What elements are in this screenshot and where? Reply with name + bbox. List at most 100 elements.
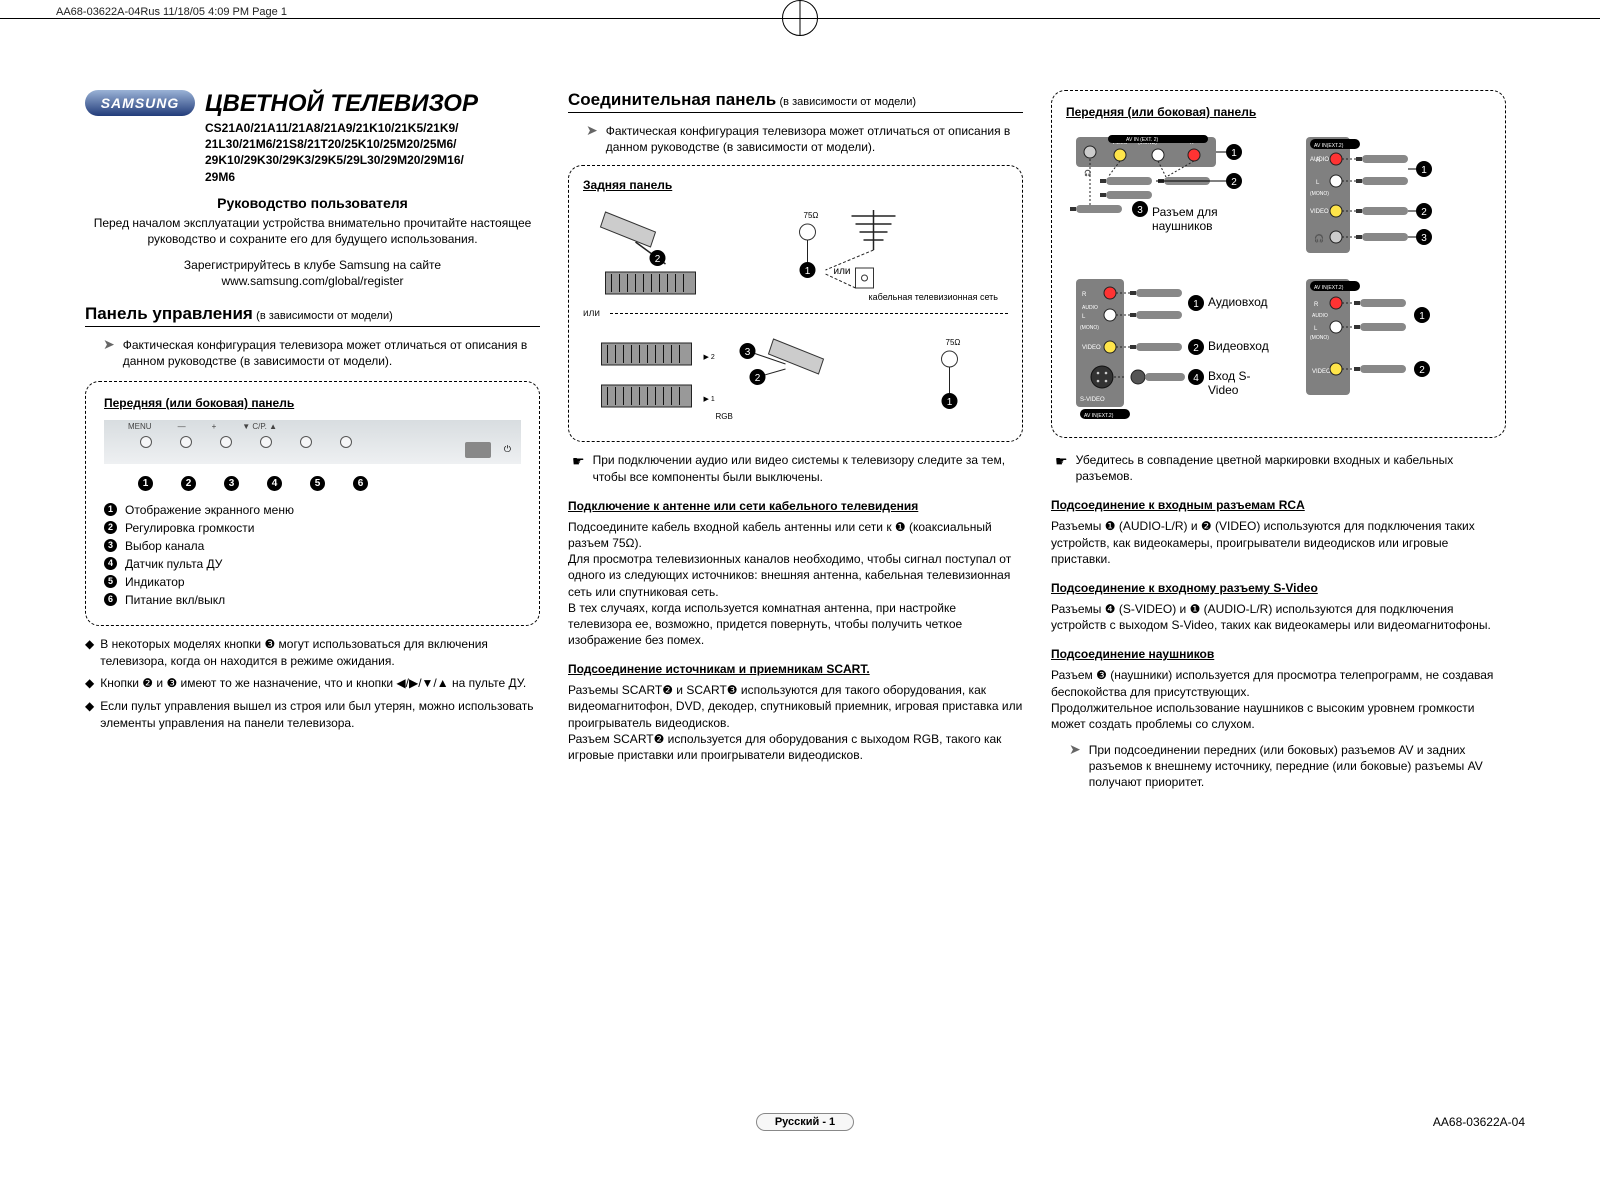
svg-text:▶ 1: ▶ 1 [704, 396, 715, 403]
svg-text:3: 3 [1137, 205, 1143, 216]
headphone-text: Разъем ❸ (наушники) используется для про… [1051, 667, 1506, 732]
button-icon [220, 436, 232, 448]
rca-text: Разъемы ❶ (AUDIO-L/R) и ❷ (VIDEO) исполь… [1051, 518, 1506, 567]
svg-text:1: 1 [1421, 165, 1427, 176]
antenna-heading: Подключение к антенне или сети кабельног… [568, 499, 1023, 513]
rear-panel-box: Задняя панель 2 75Ω [568, 165, 1023, 442]
front-panel-box: Передняя (или боковая) панель MENU — + ▼… [85, 381, 540, 626]
power-icon: ⏻ [504, 444, 511, 455]
legend-num-6: 6 [104, 593, 117, 606]
svg-text:1: 1 [805, 266, 811, 277]
svg-text:75Ω: 75Ω [946, 338, 961, 347]
legend-text-3: Выбор канала [125, 539, 204, 553]
diamond-bullet-icon: ◆ [85, 636, 94, 670]
or-divider: или [583, 308, 1008, 319]
button-icon [260, 436, 272, 448]
rca-heading: Подсоединение к входным разъемам RCA [1051, 498, 1506, 512]
audio-in-label: Аудиовход [1208, 295, 1268, 309]
triangle-arrow-icon: ➤ [103, 337, 115, 369]
headphone-label: Разъем для наушников [1152, 205, 1266, 234]
front-panel-heading: Передняя (или боковая) панель [104, 396, 521, 410]
button-icon [180, 436, 192, 448]
svg-text:VIDEO: VIDEO [1082, 345, 1101, 351]
svg-text:AV IN (EXT. 2): AV IN (EXT. 2) [1126, 137, 1158, 143]
column-2: Соединительная панель (в зависимости от … [568, 90, 1023, 791]
legend-num-1: 1 [104, 503, 117, 516]
samsung-logo: SAMSUNG [85, 90, 195, 116]
callout-1: 1 [138, 476, 153, 491]
button-icon [300, 436, 312, 448]
svg-text:R: R [1316, 158, 1321, 164]
callout-4: 4 [267, 476, 282, 491]
legend-text-2: Регулировка громкости [125, 521, 254, 535]
section-title: Соединительная панель [568, 90, 776, 109]
svg-text:AUDIO: AUDIO [1312, 313, 1328, 319]
svg-text:R: R [1314, 302, 1319, 308]
config-note: ➤ Фактическая конфигурация телевизора мо… [85, 337, 540, 369]
conn-variant-a: 🎧 VIDEO (MONO) L AUDIO R AV IN (EXT. 2) [1066, 129, 1266, 259]
section-title: Панель управления [85, 304, 253, 323]
callout-3: 3 [224, 476, 239, 491]
conn-variant-d: AV IN(EXT.2) R AUDIO L (MONO) VIDEO [1296, 273, 1496, 423]
svg-text:(MONO): (MONO) [1310, 191, 1329, 197]
intro-text: Перед началом эксплуатации устройства вн… [85, 215, 540, 247]
svg-text:2: 2 [755, 373, 761, 384]
legend-text-6: Питание вкл/выкл [125, 593, 225, 607]
print-header: AA68-03622A-04Rus 11/18/05 4:09 PM Page … [56, 6, 287, 18]
svg-text:AV IN(EXT.2): AV IN(EXT.2) [1314, 143, 1344, 149]
conn-variant-b: AV IN(EXT.2) AUDIO R L (MONO) VIDEO 🎧 [1296, 129, 1496, 259]
button-icon [140, 436, 152, 448]
svg-text:2: 2 [1193, 343, 1199, 354]
triangle-arrow-icon: ➤ [1069, 742, 1081, 791]
svg-text:3: 3 [1421, 233, 1427, 244]
callout-5: 5 [310, 476, 325, 491]
column-3: Передняя (или боковая) панель 🎧 VIDEO (M… [1051, 90, 1506, 791]
legend-num-5: 5 [104, 575, 117, 588]
svg-text:3: 3 [745, 347, 751, 358]
register-text: Зарегистрируйтесь в клубе Samsung на сай… [85, 257, 540, 289]
or-label: или [583, 308, 600, 319]
panel-label-cp: ▼ C/P. ▲ [242, 422, 277, 431]
video-in-label: Видеовход [1208, 339, 1269, 353]
scart-heading: Подсоединение источникам и приемникам SC… [568, 662, 1023, 676]
headphone-heading: Подсоединение наушников [1051, 647, 1506, 661]
diamond-bullet-icon: ◆ [85, 698, 94, 732]
svg-text:VIDEO: VIDEO [1312, 369, 1331, 375]
legend-num-3: 3 [104, 539, 117, 552]
diamond-note-3: Если пульт управления вышел из строя или… [100, 698, 540, 732]
legend-text-5: Индикатор [125, 575, 185, 589]
panel-label-minus: — [178, 422, 186, 431]
priority-note: ➤ При подсоединении передних (или боковы… [1051, 742, 1506, 791]
hand-pointer-icon: ☛ [1055, 452, 1068, 484]
diamond-note-1: В некоторых моделях кнопки ❸ могут испол… [100, 636, 540, 670]
svideo-in-label: Вход S-Video [1208, 369, 1266, 397]
svg-text:AV IN(EXT.2): AV IN(EXT.2) [1314, 285, 1344, 291]
rear-panel-illustration-top: 2 75Ω 1 [583, 202, 1008, 302]
svg-text:1: 1 [1231, 148, 1237, 159]
diamond-note-2: Кнопки ❷ и ❸ имеют то же назначение, что… [100, 675, 526, 692]
model-numbers: CS21A0/21A11/21A8/21A9/21K10/21K5/21K9/ … [205, 120, 540, 185]
section-conn-panel: Соединительная панель (в зависимости от … [568, 90, 1023, 113]
hand-pointer-icon: ☛ [572, 452, 585, 484]
conn-variant-c: R AUDIO L (MONO) VIDEO S-VIDEO AV IN(EXT… [1066, 273, 1266, 423]
callout-2: 2 [181, 476, 196, 491]
panel-label-plus: + [212, 422, 217, 431]
button-icon [340, 436, 352, 448]
svg-text:1: 1 [1193, 299, 1199, 310]
page-footer: Русский - 1 AA68-03622A-04 [85, 1113, 1525, 1131]
svg-text:RGB: RGB [716, 412, 733, 421]
config-note-text-2: Фактическая конфигурация телевизора може… [606, 123, 1023, 155]
legend-num-4: 4 [104, 557, 117, 570]
svg-text:2: 2 [1231, 177, 1237, 188]
diamond-bullet-icon: ◆ [85, 675, 94, 692]
panel-label-menu: MENU [128, 422, 152, 431]
callout-6: 6 [353, 476, 368, 491]
hand-note-mid-text: При подключении аудио или видео системы … [593, 452, 1023, 484]
document-code: AA68-03622A-04 [1433, 1115, 1525, 1129]
front-panel-illustration: MENU — + ▼ C/P. ▲ ⏻ [104, 420, 521, 464]
rear-panel-heading: Задняя панель [583, 178, 1008, 192]
manual-subtitle: Руководство пользователя [85, 195, 540, 211]
svg-text:VIDEO: VIDEO [1310, 209, 1329, 215]
svg-text:(MONO): (MONO) [1310, 335, 1329, 341]
triangle-arrow-icon: ➤ [586, 123, 598, 155]
